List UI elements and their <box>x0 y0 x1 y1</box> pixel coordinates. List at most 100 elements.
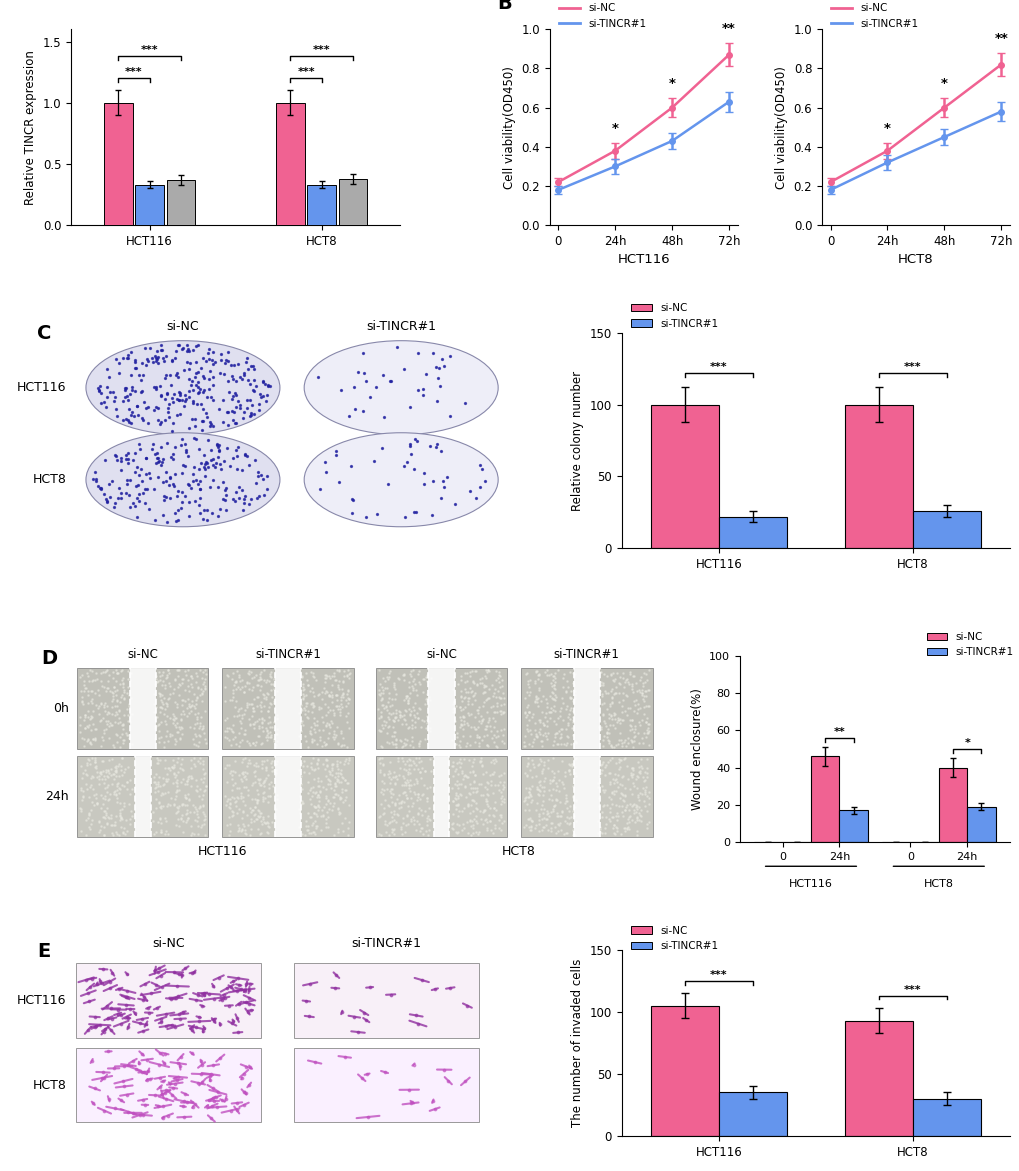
Point <box>388 769 405 788</box>
Point <box>608 778 625 796</box>
Bar <box>650 405 718 548</box>
Point <box>158 1089 174 1108</box>
Point <box>222 978 238 997</box>
Point <box>168 773 184 792</box>
Text: HCT116: HCT116 <box>17 382 66 395</box>
Point <box>120 730 137 748</box>
Point <box>373 738 389 756</box>
Point <box>127 1060 144 1078</box>
Point <box>217 711 233 730</box>
Point <box>292 696 309 714</box>
Point <box>310 768 326 787</box>
Point <box>187 991 204 1009</box>
Point <box>303 718 319 737</box>
Point <box>561 710 578 728</box>
Point <box>530 680 546 699</box>
Point <box>461 689 477 707</box>
Point <box>303 725 319 744</box>
Point <box>399 719 416 738</box>
Point <box>460 689 476 707</box>
Point <box>236 445 253 464</box>
Point <box>84 672 100 691</box>
Point <box>630 680 646 699</box>
Point <box>527 673 543 692</box>
Point <box>544 689 560 707</box>
Point <box>255 778 271 796</box>
Point <box>516 733 532 752</box>
Point <box>113 687 129 706</box>
Point <box>189 804 205 823</box>
Point <box>637 713 653 732</box>
Point <box>111 783 127 802</box>
Point <box>549 734 566 753</box>
Point <box>133 1045 150 1063</box>
Point <box>530 670 546 689</box>
Point <box>542 703 558 721</box>
Point <box>145 402 161 420</box>
Point <box>395 359 412 378</box>
Point <box>244 801 260 820</box>
Point <box>75 682 92 700</box>
Point <box>619 670 635 689</box>
Point <box>247 767 263 786</box>
Point <box>95 708 111 727</box>
Point <box>327 728 343 747</box>
Point <box>148 765 164 783</box>
Point <box>122 689 139 707</box>
Point <box>195 511 211 529</box>
Point <box>316 694 332 713</box>
Point <box>331 473 347 492</box>
Point <box>176 691 193 710</box>
Point <box>545 712 561 731</box>
Point <box>113 1091 129 1110</box>
Point <box>492 689 508 707</box>
Point <box>161 1074 177 1093</box>
Point <box>375 755 391 774</box>
Point <box>256 671 272 690</box>
Point <box>205 977 221 995</box>
Point <box>205 1089 221 1108</box>
Point <box>197 456 213 474</box>
Point <box>438 468 454 487</box>
Point <box>302 754 318 773</box>
Point <box>156 759 172 778</box>
Point <box>394 783 411 802</box>
Point <box>494 704 511 723</box>
Point <box>639 680 655 699</box>
Point <box>242 754 258 773</box>
Point <box>172 385 189 404</box>
Point <box>478 819 494 837</box>
Point <box>469 824 485 843</box>
Point <box>328 769 344 788</box>
Point <box>386 680 403 699</box>
Point <box>608 822 625 841</box>
Point <box>92 763 108 782</box>
Point <box>128 397 145 416</box>
Point <box>567 812 583 830</box>
Point <box>376 672 392 691</box>
Point <box>391 703 408 721</box>
Point <box>546 701 562 720</box>
Point <box>187 492 204 511</box>
Point <box>166 1074 182 1093</box>
Point <box>85 701 101 720</box>
Point <box>539 804 555 823</box>
Point <box>436 356 452 375</box>
Point <box>262 696 278 714</box>
Point <box>186 802 203 821</box>
Point <box>333 735 350 754</box>
Point <box>528 662 544 680</box>
Point <box>251 385 267 404</box>
Point <box>559 713 576 732</box>
Point <box>236 725 253 744</box>
Point <box>614 669 631 687</box>
Point <box>97 663 113 682</box>
Point <box>71 667 88 686</box>
Point <box>196 768 212 787</box>
Point <box>224 386 240 405</box>
Point <box>523 810 539 829</box>
Point <box>307 819 323 837</box>
Point <box>462 735 478 754</box>
Point <box>391 799 408 817</box>
Point <box>408 821 424 840</box>
